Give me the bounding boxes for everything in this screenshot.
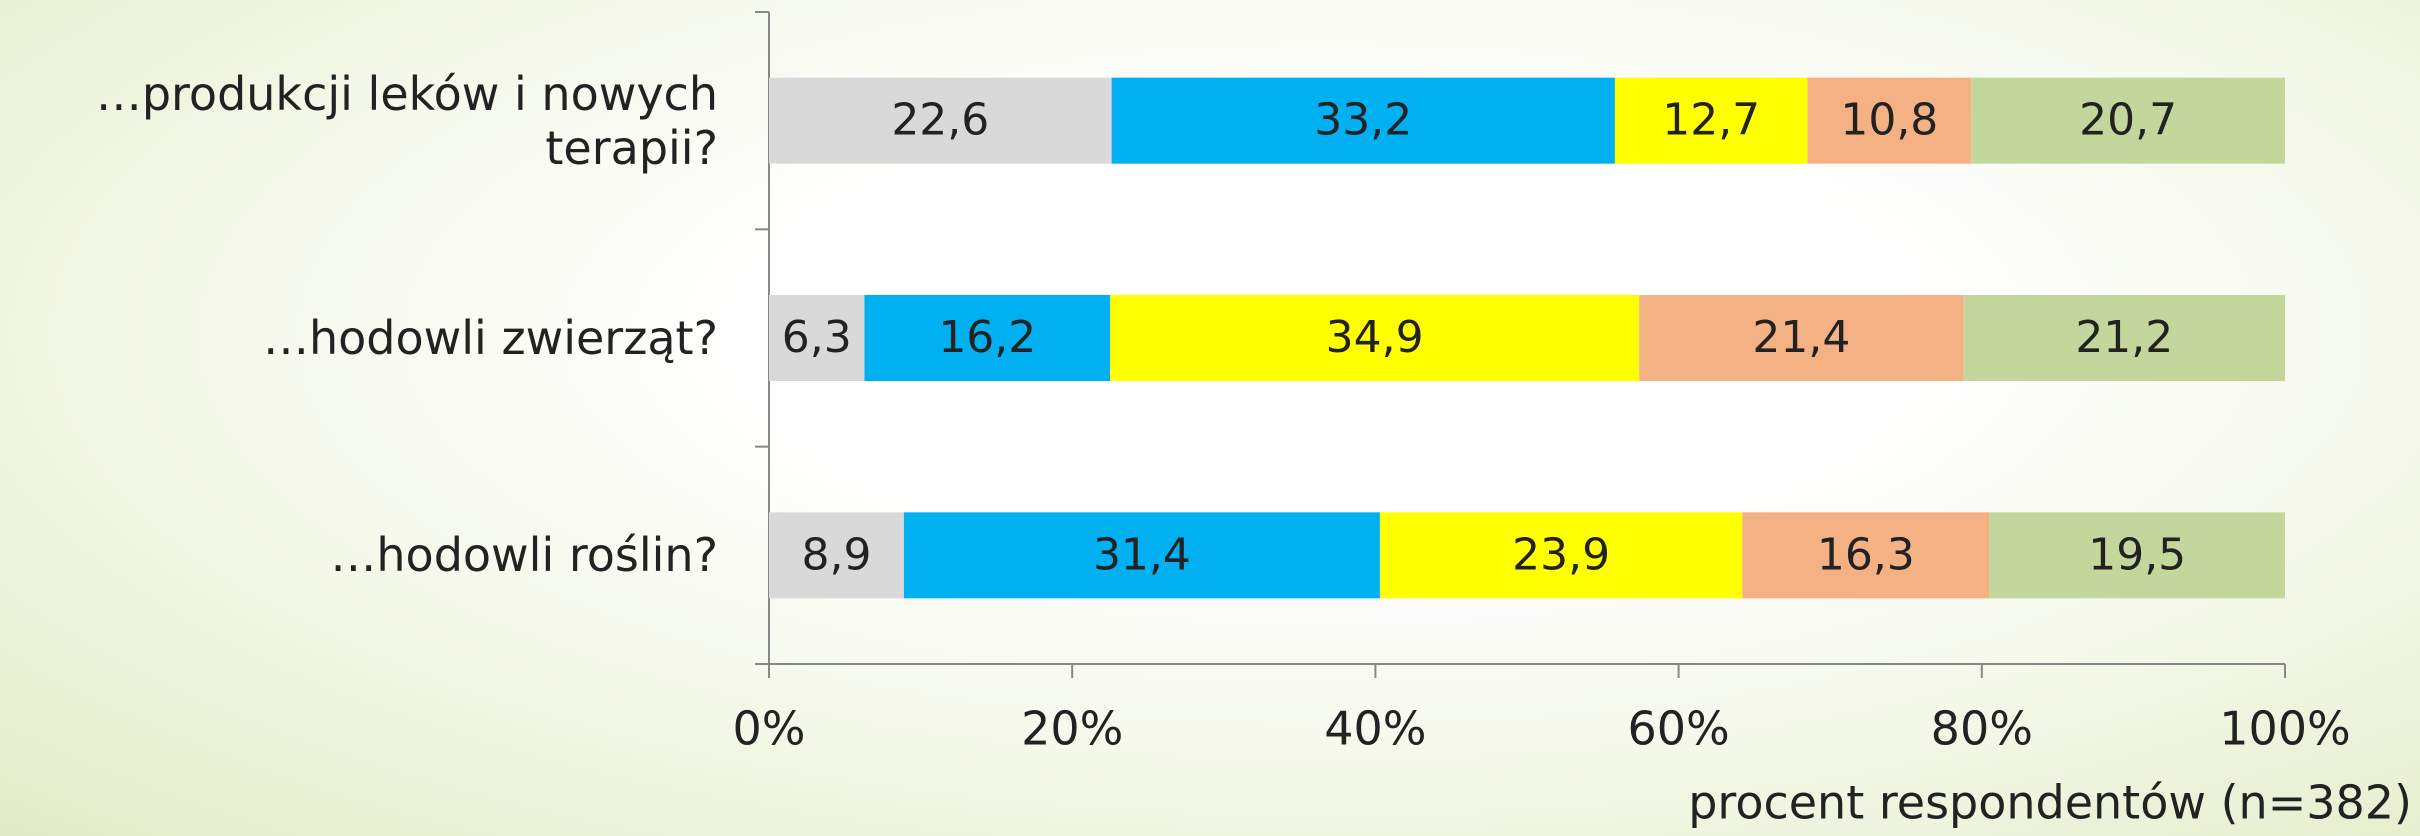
x-tick-label: 20% <box>1021 702 1123 756</box>
bar-segment <box>769 295 865 381</box>
bar-segment <box>1110 295 1640 381</box>
bar-segment <box>1614 77 1808 164</box>
bar-segment <box>769 77 1112 164</box>
x-tick-label: 60% <box>1627 702 1729 756</box>
data-label: 33,2 <box>1314 95 1412 146</box>
category-label: …hodowli roślin? <box>330 528 718 583</box>
data-label: 21,2 <box>2075 312 2173 363</box>
bar-segment <box>769 512 904 599</box>
bar-segment <box>1111 77 1615 164</box>
category-label: …produkcji leków i nowych terapii? <box>95 66 718 175</box>
x-tick-label: 0% <box>733 702 806 756</box>
data-label: 8,9 <box>801 529 871 580</box>
x-axis-label: procent respondentów (n=382) <box>1688 776 2412 830</box>
data-label: 23,9 <box>1512 529 1610 580</box>
bar-segment <box>1742 512 1990 599</box>
data-label: 6,3 <box>782 312 852 363</box>
data-label: 34,9 <box>1326 312 1424 363</box>
data-label: 31,4 <box>1093 529 1191 580</box>
bar-segment <box>903 512 1380 599</box>
data-label: 19,5 <box>2088 529 2186 580</box>
bar-segment <box>1807 77 1972 164</box>
data-label: 21,4 <box>1752 312 1850 363</box>
data-label: 20,7 <box>2079 95 2177 146</box>
data-label: 12,7 <box>1662 95 1760 146</box>
x-tick-label: 40% <box>1324 702 1426 756</box>
data-label: 16,2 <box>938 312 1036 363</box>
data-label: 10,8 <box>1840 95 1938 146</box>
bar-segment <box>1639 295 1964 381</box>
bar-segment <box>1963 295 2285 381</box>
data-label: 22,6 <box>891 95 989 146</box>
bar-segment <box>1971 77 2285 164</box>
category-label: …hodowli zwierząt? <box>263 311 718 365</box>
x-tick-label: 80% <box>1931 702 2033 756</box>
bar-segment <box>864 295 1111 381</box>
data-label: 16,3 <box>1817 529 1915 580</box>
bar-segment <box>1989 512 2285 599</box>
bar-segment <box>1379 512 1743 599</box>
x-tick-label: 100% <box>2219 702 2351 756</box>
